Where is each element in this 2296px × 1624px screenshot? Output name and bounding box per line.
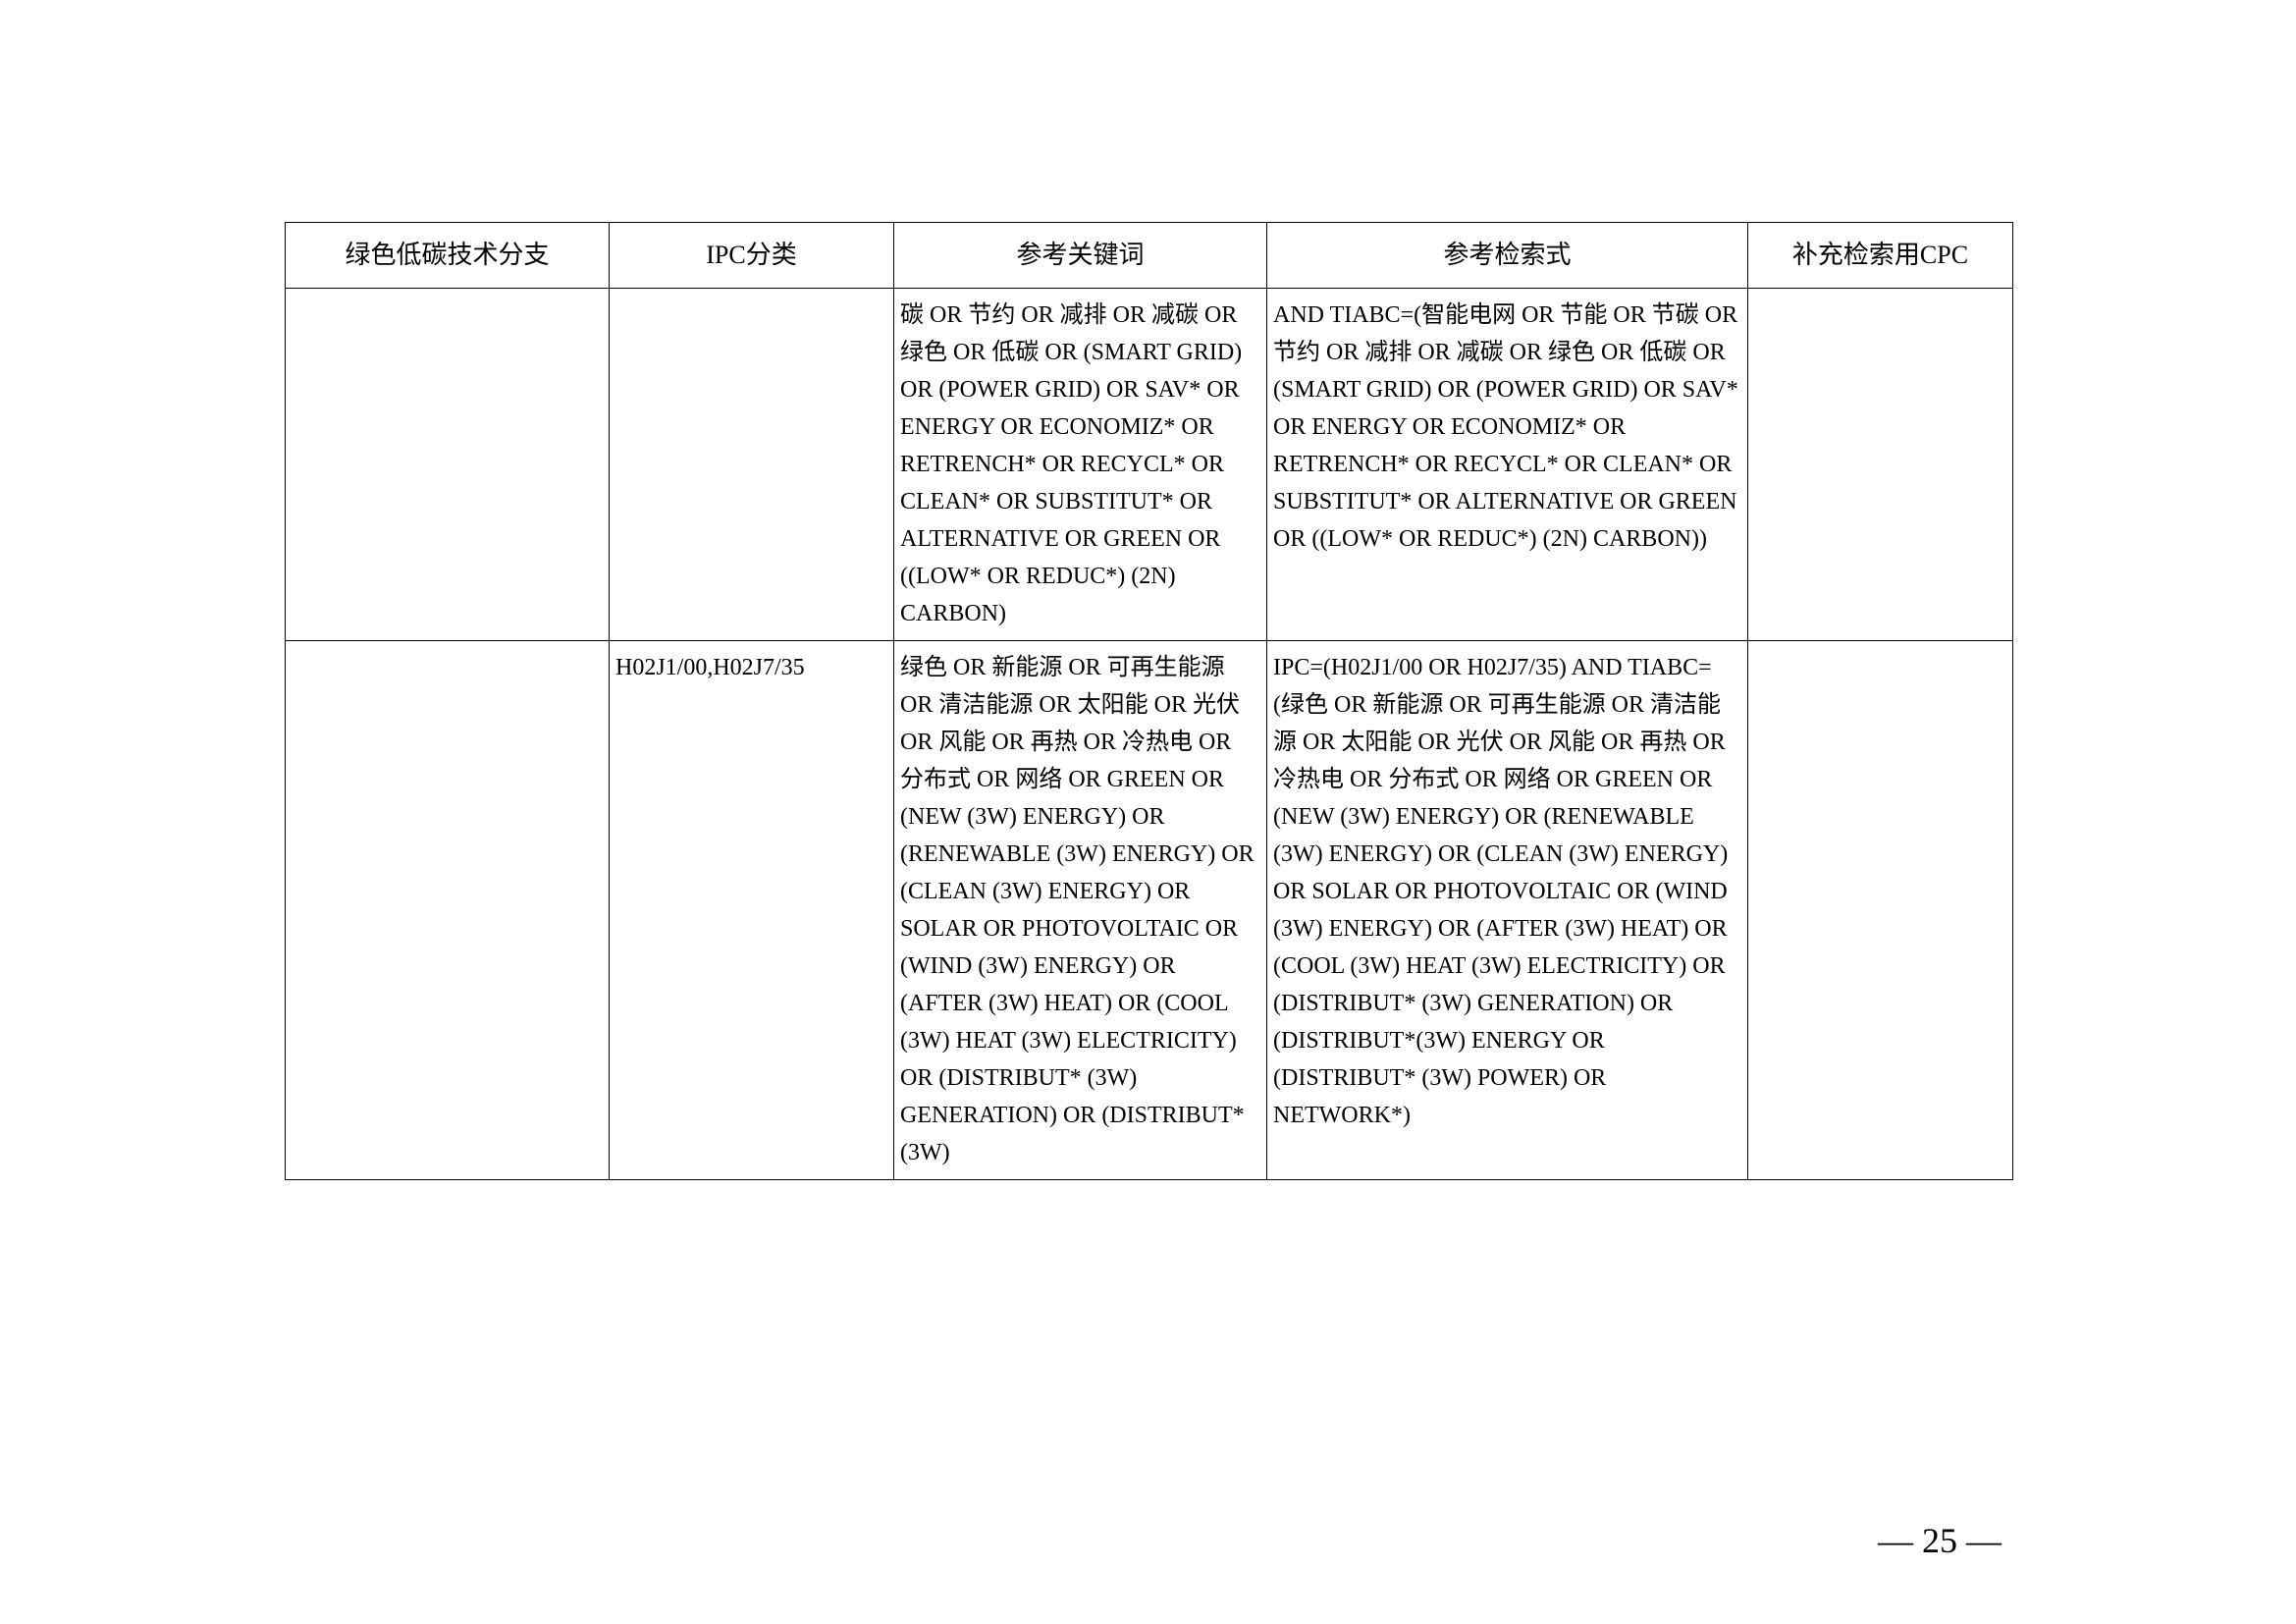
cell-text: H02J1/00,H02J7/35 [615,649,887,686]
cell-cpc [1748,289,2013,641]
classification-table: 绿色低碳技术分支 IPC分类 参考关键词 参考检索式 补充检索用CPC 碳 OR… [285,222,2013,1180]
cell-text: IPC=(H02J1/00 OR H02J7/35) AND TIABC=(绿色… [1273,649,1741,1134]
table-row: 碳 OR 节约 OR 减排 OR 减碳 OR 绿色 OR 低碳 OR (SMAR… [286,289,2013,641]
cell-search-formula: AND TIABC=(智能电网 OR 节能 OR 节碳 OR 节约 OR 减排 … [1267,289,1748,641]
table-row: H02J1/00,H02J7/35 绿色 OR 新能源 OR 可再生能源 OR … [286,641,2013,1180]
table-header-row: 绿色低碳技术分支 IPC分类 参考关键词 参考检索式 补充检索用CPC [286,223,2013,289]
col-header-cpc: 补充检索用CPC [1748,223,2013,289]
cell-ipc [610,289,894,641]
cell-text: 绿色 OR 新能源 OR 可再生能源 OR 清洁能源 OR 太阳能 OR 光伏 … [900,649,1260,1171]
page-container: 绿色低碳技术分支 IPC分类 参考关键词 参考检索式 补充检索用CPC 碳 OR… [285,222,2012,1180]
cell-ipc: H02J1/00,H02J7/35 [610,641,894,1180]
cell-keywords: 碳 OR 节约 OR 减排 OR 减碳 OR 绿色 OR 低碳 OR (SMAR… [894,289,1267,641]
cell-cpc [1748,641,2013,1180]
cell-text: 碳 OR 节约 OR 减排 OR 减碳 OR 绿色 OR 低碳 OR (SMAR… [900,297,1260,632]
col-header-keywords: 参考关键词 [894,223,1267,289]
cell-keywords: 绿色 OR 新能源 OR 可再生能源 OR 清洁能源 OR 太阳能 OR 光伏 … [894,641,1267,1180]
cell-tech-branch [286,289,610,641]
cell-search-formula: IPC=(H02J1/00 OR H02J7/35) AND TIABC=(绿色… [1267,641,1748,1180]
cell-text: AND TIABC=(智能电网 OR 节能 OR 节碳 OR 节约 OR 减排 … [1273,297,1741,558]
col-header-search-formula: 参考检索式 [1267,223,1748,289]
cell-tech-branch [286,641,610,1180]
col-header-ipc: IPC分类 [610,223,894,289]
col-header-tech-branch: 绿色低碳技术分支 [286,223,610,289]
page-number: — 25 — [1878,1520,2002,1561]
